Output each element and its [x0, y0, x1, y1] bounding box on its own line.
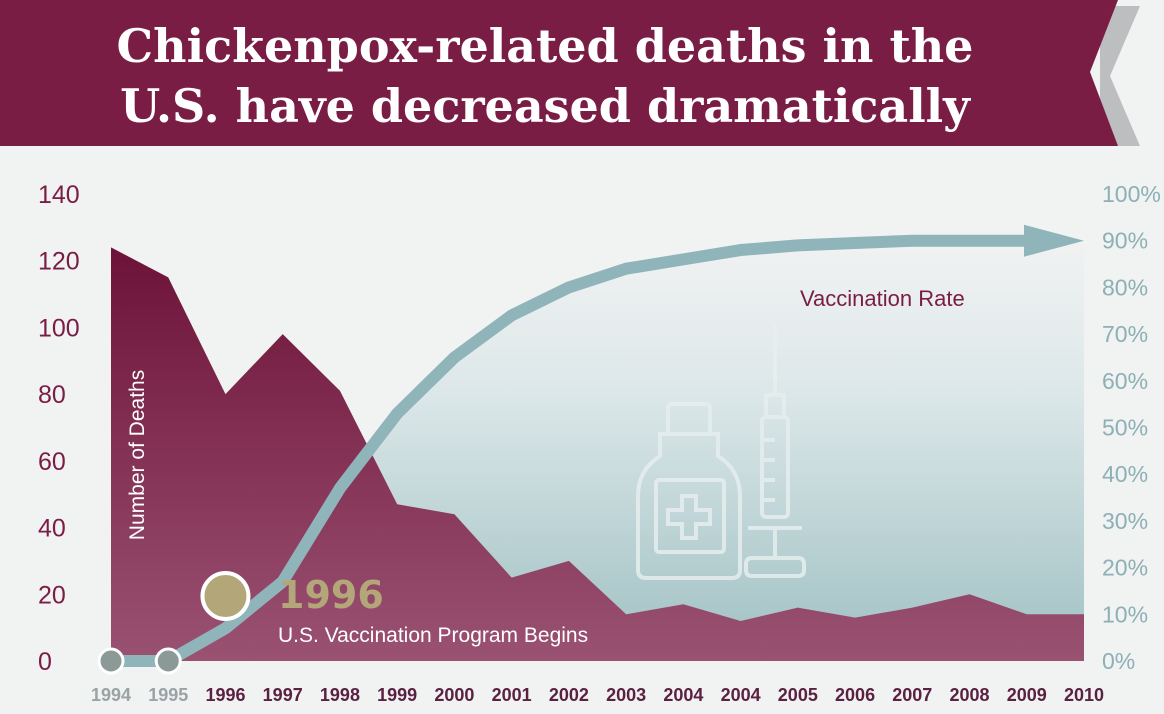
- x-tick: 2002: [549, 685, 589, 705]
- x-tick: 1998: [320, 685, 360, 705]
- marker-1994: [97, 647, 125, 675]
- y-tick-right: 70%: [1102, 321, 1148, 347]
- y-tick-right: 10%: [1102, 601, 1148, 627]
- medicine-bottle-icon: [636, 402, 742, 580]
- x-tick: 1994: [91, 685, 131, 705]
- y-tick-left: 80: [38, 381, 66, 409]
- x-tick: 2009: [1007, 685, 1047, 705]
- y-tick-left: 40: [38, 515, 66, 543]
- y-tick-right: 80%: [1102, 274, 1148, 300]
- y-tick-right: 50%: [1102, 415, 1148, 441]
- x-tick: 2006: [835, 685, 875, 705]
- y-tick-right: 20%: [1102, 555, 1148, 581]
- chart-title-line-1: Chickenpox-related deaths in the: [117, 19, 974, 73]
- vaccination-line: [105, 234, 1042, 667]
- y-tick-left: 0: [38, 648, 52, 676]
- marker-program-start: [200, 571, 251, 621]
- chart-title-line-2: U.S. have decreased dramatically: [120, 79, 971, 133]
- x-tick: 2007: [892, 685, 932, 705]
- y-tick-right: 0%: [1102, 648, 1135, 674]
- y-tick-right: 30%: [1102, 508, 1148, 534]
- x-tick: 2005: [778, 685, 818, 705]
- marker-1995: [154, 647, 182, 675]
- y-axis-label: Number of Deaths: [126, 370, 149, 540]
- x-tick: 1999: [377, 685, 417, 705]
- annotation-text: U.S. Vaccination Program Begins: [278, 624, 588, 647]
- x-tick: 2003: [606, 685, 646, 705]
- vaccination-rate-label: Vaccination Rate: [800, 286, 965, 311]
- y-tick-left: 20: [38, 581, 66, 609]
- y-tick-right: 60%: [1102, 368, 1148, 394]
- y-tick-right: 40%: [1102, 461, 1148, 487]
- annotation-year: 1996: [278, 573, 384, 617]
- x-tick: 2010: [1064, 685, 1104, 705]
- x-tick: 2008: [950, 685, 990, 705]
- x-tick: 1997: [263, 685, 303, 705]
- x-tick: 2000: [434, 685, 474, 705]
- vaccination-arrow-head: [1024, 224, 1084, 257]
- y-tick-left: 60: [38, 448, 66, 476]
- title-banner: Chickenpox-related deaths in the U.S. ha…: [0, 0, 1140, 146]
- x-tick: 1995: [148, 685, 188, 705]
- deaths-area: [111, 247, 1084, 661]
- y-tick-right: 100%: [1102, 181, 1161, 207]
- x-tick: 2004: [663, 685, 703, 705]
- x-tick: 1996: [205, 685, 245, 705]
- x-tick: 2001: [492, 685, 532, 705]
- y-tick-left: 100: [38, 314, 80, 342]
- y-tick-right: 90%: [1102, 228, 1148, 254]
- y-tick-left: 140: [38, 181, 80, 209]
- y-tick-left: 120: [38, 248, 80, 276]
- x-tick: 2004: [721, 685, 761, 705]
- syringe-icon: [744, 325, 806, 578]
